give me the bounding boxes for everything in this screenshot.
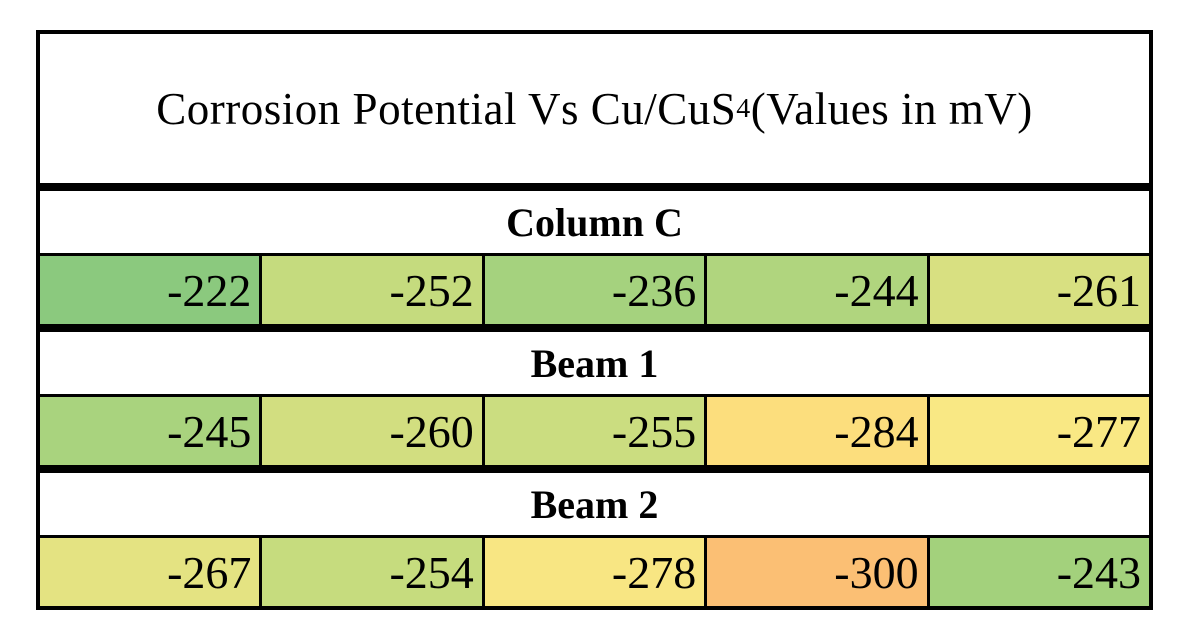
table-title-unit-text: (Values in mV) <box>750 83 1033 134</box>
value-cell: -278 <box>481 538 705 606</box>
section-header-beam-2: Beam 2 <box>40 465 1149 535</box>
section-header-beam-1: Beam 1 <box>40 324 1149 394</box>
value-cell: -255 <box>481 397 705 465</box>
value-cell: -244 <box>704 256 927 324</box>
value-cell: -261 <box>926 256 1150 324</box>
section-header-label: Beam 2 <box>530 481 659 527</box>
value-cell: -260 <box>259 397 482 465</box>
value-cell: -243 <box>926 538 1150 606</box>
section-header-column-c: Column C <box>40 183 1149 253</box>
section-header-label: Beam 1 <box>530 340 659 386</box>
value-cell: -254 <box>259 538 482 606</box>
section-header-label: Column C <box>506 199 683 245</box>
table-title-text: Corrosion Potential Vs Cu/CuS <box>156 83 737 134</box>
value-cell: -252 <box>259 256 482 324</box>
values-row-beam-1: -245 -260 -255 -284 -277 <box>40 394 1150 465</box>
value-cell: -300 <box>704 538 927 606</box>
corrosion-potential-table: Corrosion Potential Vs Cu/CuS 4 (Values i… <box>36 30 1153 610</box>
value-cell: -236 <box>481 256 705 324</box>
values-row-column-c: -222 -252 -236 -244 -261 <box>40 253 1150 324</box>
value-cell: -222 <box>40 256 260 324</box>
table-title: Corrosion Potential Vs Cu/CuS 4 (Values i… <box>156 83 1033 134</box>
value-cell: -245 <box>40 397 260 465</box>
value-cell: -267 <box>40 538 260 606</box>
value-cell: -277 <box>926 397 1150 465</box>
value-cell: -284 <box>704 397 927 465</box>
values-row-beam-2: -267 -254 -278 -300 -243 <box>40 535 1150 606</box>
